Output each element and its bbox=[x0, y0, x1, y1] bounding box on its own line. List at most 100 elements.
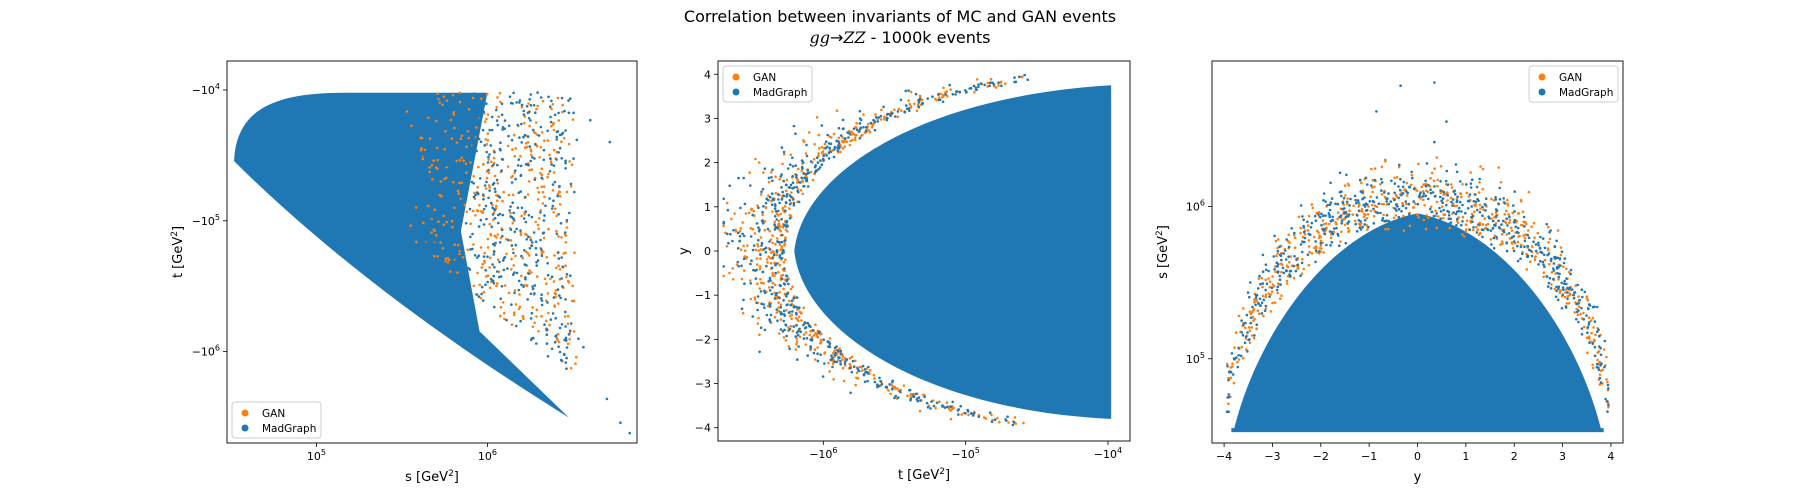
scatter-point bbox=[1271, 275, 1274, 278]
scatter-point bbox=[937, 96, 941, 99]
scatter-point bbox=[1472, 226, 1475, 229]
scatter-point bbox=[1004, 418, 1007, 421]
scatter-point bbox=[542, 231, 546, 234]
scatter-point bbox=[520, 103, 524, 107]
scatter-point bbox=[1439, 210, 1443, 213]
scatter-point bbox=[841, 355, 845, 358]
scatter-point bbox=[1536, 231, 1539, 235]
scatter-point bbox=[812, 157, 816, 161]
scatter-point bbox=[1303, 232, 1307, 236]
scatter-point bbox=[475, 149, 478, 153]
scatter-point bbox=[1026, 78, 1029, 81]
scatter-point bbox=[505, 318, 508, 322]
scatter-point bbox=[545, 342, 549, 345]
scatter-point bbox=[480, 266, 484, 269]
scatter-point bbox=[780, 146, 784, 149]
scatter-point bbox=[432, 242, 436, 245]
scatter-point bbox=[1394, 207, 1397, 210]
scatter-point bbox=[795, 173, 798, 177]
scatter-point bbox=[776, 226, 780, 230]
scatter-point bbox=[471, 139, 474, 142]
scatter-point bbox=[743, 282, 746, 286]
scatter-point bbox=[560, 323, 564, 326]
scatter-point bbox=[1003, 82, 1007, 85]
scatter-point bbox=[518, 101, 521, 104]
scatter-point bbox=[1547, 281, 1551, 285]
scatter-point bbox=[522, 317, 525, 321]
scatter-point bbox=[1460, 233, 1464, 236]
scatter-point bbox=[516, 164, 520, 167]
scatter-point bbox=[1346, 215, 1350, 218]
scatter-point bbox=[556, 130, 560, 133]
scatter-point bbox=[1252, 319, 1255, 323]
scatter-point bbox=[1461, 203, 1464, 207]
scatter-point bbox=[509, 228, 513, 231]
scatter-point bbox=[763, 247, 766, 251]
scatter-point bbox=[872, 373, 876, 377]
scatter-point bbox=[431, 192, 435, 196]
scatter-point bbox=[889, 392, 892, 396]
scatter-point bbox=[1454, 163, 1458, 166]
scatter-point bbox=[749, 227, 753, 230]
scatter-point bbox=[782, 319, 786, 323]
scatter-point bbox=[1520, 252, 1524, 256]
scatter-point bbox=[436, 255, 439, 258]
scatter-point bbox=[527, 180, 531, 183]
scatter-point bbox=[558, 350, 562, 354]
scatter-point bbox=[757, 206, 760, 210]
scatter-point bbox=[1455, 204, 1458, 208]
scatter-point bbox=[764, 251, 768, 254]
scatter-point bbox=[566, 342, 570, 346]
scatter-point bbox=[1497, 166, 1500, 169]
scatter-point bbox=[442, 223, 446, 227]
scatter-point bbox=[570, 299, 574, 303]
scatter-point bbox=[1577, 320, 1580, 324]
scatter-point bbox=[1268, 280, 1272, 284]
scatter-point bbox=[513, 155, 516, 158]
scatter-point bbox=[554, 289, 557, 292]
scatter-point bbox=[862, 373, 866, 377]
scatter-point bbox=[1244, 326, 1247, 330]
scatter-point bbox=[483, 120, 487, 124]
scatter-point bbox=[1566, 291, 1569, 294]
scatter-point bbox=[512, 264, 515, 267]
scatter-point bbox=[1301, 240, 1305, 244]
scatter-point bbox=[477, 295, 481, 298]
scatter-point bbox=[1261, 282, 1265, 285]
scatter-point bbox=[447, 257, 450, 260]
legend-label-madgraph: MadGraph bbox=[262, 423, 316, 435]
scatter-point bbox=[510, 215, 514, 219]
scatter-point bbox=[492, 250, 496, 253]
scatter-point bbox=[513, 230, 517, 234]
scatter-point bbox=[1309, 226, 1313, 229]
scatter-point bbox=[1321, 219, 1325, 222]
x-tick-label-2-exponent: 4 bbox=[1117, 446, 1122, 455]
scatter-point bbox=[757, 249, 760, 252]
scatter-point bbox=[1310, 221, 1314, 225]
scatter-point bbox=[1537, 263, 1540, 266]
scatter-point bbox=[1494, 211, 1498, 214]
scatter-point bbox=[854, 383, 857, 387]
scatter-point bbox=[1435, 156, 1439, 159]
scatter-point bbox=[521, 256, 525, 260]
scatter-point bbox=[1587, 323, 1591, 326]
scatter-point bbox=[575, 138, 579, 142]
scatter-point bbox=[866, 372, 870, 375]
scatter-point bbox=[768, 195, 772, 199]
y-tick-label-0-exponent: 4 bbox=[215, 82, 220, 91]
scatter-point bbox=[1555, 289, 1558, 293]
scatter-point bbox=[1490, 197, 1493, 201]
scatter-point bbox=[873, 380, 877, 384]
scatter-point bbox=[997, 81, 1000, 84]
scatter-point bbox=[737, 176, 740, 180]
scatter-point bbox=[441, 103, 444, 107]
scatter-point bbox=[1446, 183, 1450, 186]
scatter-point bbox=[512, 218, 516, 221]
scatter-point bbox=[475, 191, 479, 195]
scatter-point bbox=[868, 368, 872, 372]
scatter-point bbox=[555, 138, 559, 141]
scatter-point bbox=[450, 137, 454, 140]
scatter-point bbox=[817, 168, 820, 171]
scatter-point bbox=[1395, 209, 1398, 212]
